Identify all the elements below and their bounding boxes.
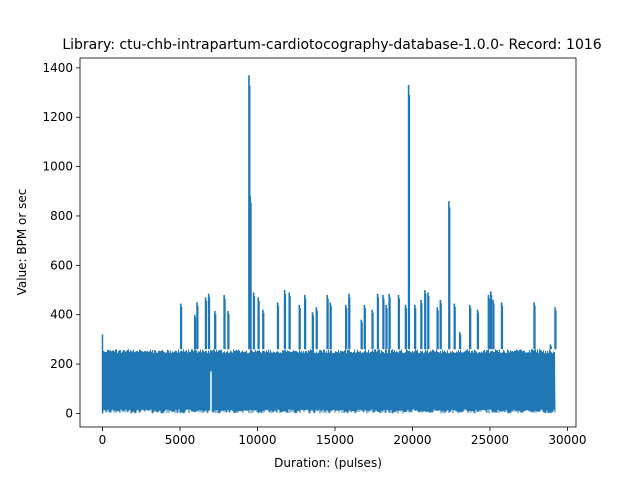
y-tick-label: 0: [65, 406, 73, 420]
x-tick-label: 25000: [471, 433, 509, 447]
x-tick-label: 15000: [316, 433, 354, 447]
x-tick-label: 0: [99, 433, 107, 447]
y-tick-label: 1400: [42, 61, 73, 75]
y-axis: 0 200 400 600 800 1000 1200 1400: [42, 61, 80, 420]
y-tick-label: 200: [50, 357, 73, 371]
y-tick-label: 400: [50, 308, 73, 322]
series-line: [101, 349, 556, 414]
x-tick-label: 30000: [548, 433, 586, 447]
plot-area: [79, 57, 577, 428]
x-tick-label: 10000: [238, 433, 276, 447]
chart-title: Library: ctu-chb-intrapartum-cardiotocog…: [62, 37, 601, 53]
y-tick-label: 600: [50, 258, 73, 272]
plot-frame: [79, 57, 577, 428]
x-tick-label: 5000: [165, 433, 196, 447]
y-tick-label: 1200: [42, 110, 73, 124]
y-tick-label: 1000: [42, 160, 73, 174]
x-axis-label: Duration: (pulses): [274, 456, 382, 470]
series-layer: [101, 75, 557, 414]
y-axis-label: Value: BPM or sec: [15, 189, 29, 296]
x-tick-label: 20000: [393, 433, 431, 447]
x-axis: 0 5000 10000 15000 20000 25000 30000: [99, 427, 587, 447]
y-tick-label: 800: [50, 209, 73, 223]
